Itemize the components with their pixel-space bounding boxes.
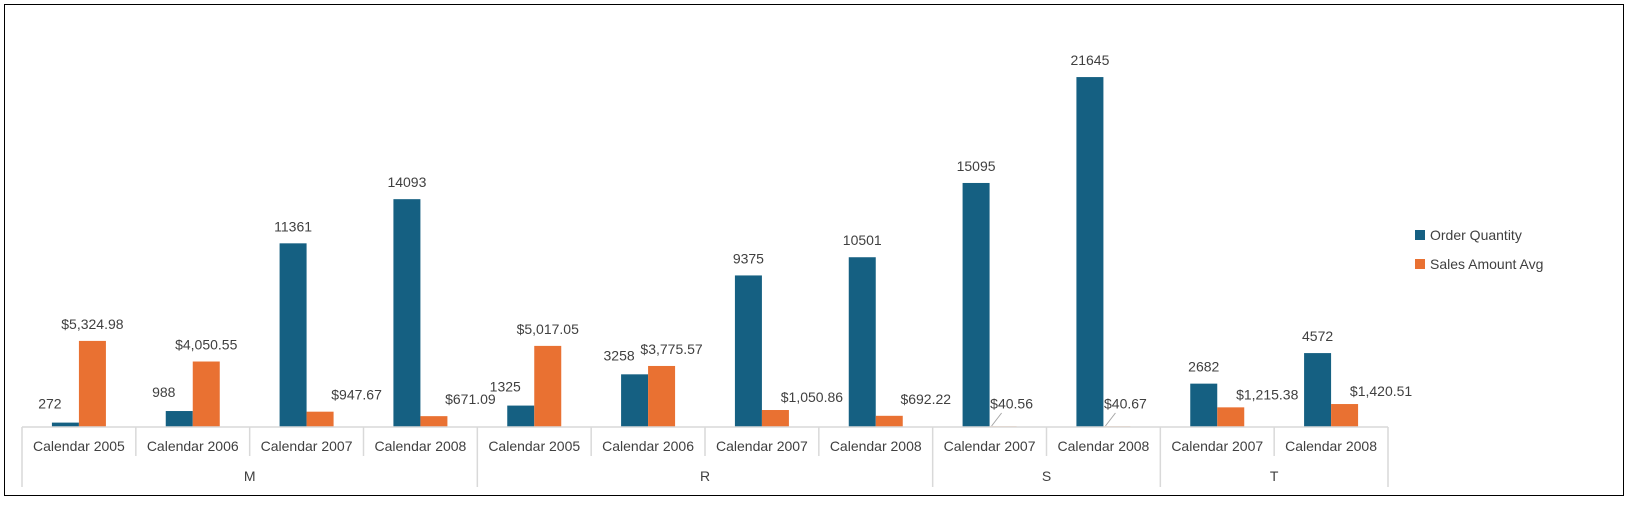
legend-swatch xyxy=(1415,230,1425,240)
data-label: 21645 xyxy=(1070,52,1109,68)
category-label: Calendar 2008 xyxy=(1057,438,1149,454)
group-label: S xyxy=(1042,468,1051,484)
category-label: Calendar 2007 xyxy=(261,438,353,454)
legend-label: Sales Amount Avg xyxy=(1430,256,1543,272)
bar-order-quantity xyxy=(507,405,535,427)
data-label: $1,050.86 xyxy=(781,389,843,405)
leader-line xyxy=(1105,412,1116,427)
category-label: Calendar 2008 xyxy=(1285,438,1377,454)
bar-sales-amount-avg xyxy=(306,411,334,427)
group-label: T xyxy=(1270,468,1279,484)
category-label: Calendar 2008 xyxy=(830,438,922,454)
bar-sales-amount-avg xyxy=(648,365,676,427)
bar-order-quantity xyxy=(621,374,649,427)
bar-order-quantity xyxy=(393,199,421,427)
legend-swatch xyxy=(1415,259,1425,269)
data-label: $40.67 xyxy=(1104,395,1147,411)
bar-order-quantity xyxy=(279,243,307,427)
data-label: $1,420.51 xyxy=(1350,383,1412,399)
data-label: $5,324.98 xyxy=(61,316,123,332)
bar-sales-amount-avg xyxy=(761,410,789,427)
bar-sales-amount-avg xyxy=(420,416,448,427)
leader-line xyxy=(991,412,1002,427)
bar-order-quantity xyxy=(51,422,79,427)
data-label: $1,215.38 xyxy=(1236,386,1298,402)
bar-order-quantity xyxy=(1304,353,1332,427)
category-label: Calendar 2007 xyxy=(944,438,1036,454)
data-label: 4572 xyxy=(1302,328,1333,344)
group-label: M xyxy=(244,468,256,484)
bar-order-quantity xyxy=(734,275,762,427)
bar-order-quantity xyxy=(1190,383,1218,427)
category-label: Calendar 2005 xyxy=(33,438,125,454)
category-label: Calendar 2006 xyxy=(147,438,239,454)
category-label: Calendar 2008 xyxy=(374,438,466,454)
data-label: 11361 xyxy=(274,218,312,234)
data-label: 3258 xyxy=(604,347,635,363)
data-label: 10501 xyxy=(843,232,882,248)
data-label: 272 xyxy=(38,396,62,412)
data-label: 15095 xyxy=(957,158,996,174)
legend-label: Order Quantity xyxy=(1430,227,1522,243)
bar-sales-amount-avg xyxy=(1217,407,1245,427)
data-label: 9375 xyxy=(733,250,764,266)
data-label: $692.22 xyxy=(900,391,951,407)
data-label: 988 xyxy=(152,384,176,400)
data-label: $671.09 xyxy=(445,391,496,407)
category-label: Calendar 2007 xyxy=(1171,438,1263,454)
data-label: $5,017.05 xyxy=(517,321,579,337)
category-label: Calendar 2006 xyxy=(602,438,694,454)
data-label: $947.67 xyxy=(331,387,382,403)
bar-order-quantity xyxy=(848,257,876,427)
bar-order-quantity xyxy=(962,182,990,427)
bar-sales-amount-avg xyxy=(192,361,220,427)
bar-sales-amount-avg xyxy=(78,340,106,427)
group-label: R xyxy=(700,468,710,484)
category-label: Calendar 2007 xyxy=(716,438,808,454)
category-label: Calendar 2005 xyxy=(488,438,580,454)
data-label: 2682 xyxy=(1188,359,1219,375)
data-label: $4,050.55 xyxy=(175,337,237,353)
data-label: $40.56 xyxy=(990,395,1033,411)
data-label: $3,775.57 xyxy=(640,341,702,357)
bar-order-quantity xyxy=(1076,77,1104,427)
bar-sales-amount-avg xyxy=(1331,404,1359,427)
data-label: 14093 xyxy=(387,174,426,190)
data-label: 1325 xyxy=(490,379,521,395)
bar-order-quantity xyxy=(165,411,193,427)
bar-sales-amount-avg xyxy=(534,345,562,427)
chart-border xyxy=(4,4,1624,496)
bar-sales-amount-avg xyxy=(875,415,903,427)
